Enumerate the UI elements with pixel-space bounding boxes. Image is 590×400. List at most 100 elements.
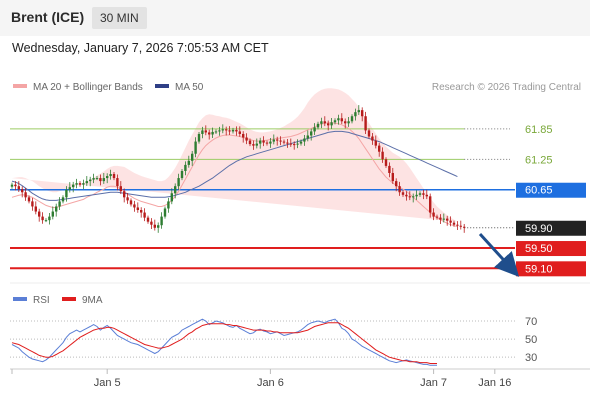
candle-body <box>303 138 306 142</box>
candle-body <box>78 183 82 185</box>
timestamp: Wednesday, January 7, 2026 7:05:53 AM CE… <box>12 41 269 55</box>
candle-body <box>228 130 231 132</box>
candle-body <box>429 196 432 213</box>
rsi-legend-swatch <box>13 297 27 301</box>
level-labels: 61.85 61.25 60.65 59.50 59.10 59.90 <box>516 124 586 277</box>
candle-body <box>408 196 411 198</box>
candle-body <box>126 197 129 201</box>
candle-body <box>194 141 197 154</box>
candle-body <box>269 141 272 144</box>
support-label: 59.50 <box>525 243 553 255</box>
candle-body <box>82 183 85 185</box>
candle-body <box>61 197 65 202</box>
candle-body <box>218 130 221 132</box>
candle-body <box>153 224 156 228</box>
candle-body <box>347 121 350 124</box>
candle-body <box>405 194 408 197</box>
candle-body <box>102 178 105 182</box>
candle-body <box>170 193 173 202</box>
candle-body <box>68 187 71 190</box>
candle-body <box>10 184 14 187</box>
candle-body <box>381 151 384 160</box>
x-tick-label: Jan 6 <box>257 377 284 389</box>
candle-body <box>337 118 340 121</box>
rsi-tick-label: 30 <box>525 352 537 364</box>
candle-body <box>58 201 61 207</box>
candle-body <box>75 183 78 185</box>
candle-body <box>330 122 333 126</box>
candle-body <box>272 139 275 142</box>
candle-body <box>123 191 126 198</box>
ma50-line <box>11 130 458 201</box>
candle-body <box>180 170 184 179</box>
candle-body <box>333 120 337 123</box>
resistance-label: 61.25 <box>525 154 553 166</box>
candle-body <box>191 153 194 161</box>
x-tick-label: Jan 16 <box>478 377 511 389</box>
candle-body <box>435 216 439 218</box>
candle-body <box>327 123 330 126</box>
candle-body <box>129 200 133 205</box>
rsi-ma-line <box>11 322 437 364</box>
candle-body <box>221 129 224 131</box>
candle-body <box>320 121 323 124</box>
candle-body <box>160 216 163 226</box>
candles <box>10 105 466 233</box>
candle-body <box>238 131 241 134</box>
candle-body <box>116 178 119 187</box>
support-label-bg <box>516 261 586 277</box>
ma9-legend-label: 9MA <box>82 295 103 306</box>
credit-text: Research © 2026 Trading Central <box>432 82 581 93</box>
candle-body <box>214 131 218 133</box>
candle-body <box>432 212 435 217</box>
candle-body <box>208 132 211 135</box>
current-price-label: 59.90 <box>525 223 553 235</box>
ma9-legend-swatch <box>62 297 76 301</box>
candle-body <box>31 201 34 207</box>
candle-body <box>395 181 398 187</box>
candle-body <box>442 218 445 220</box>
candle-body <box>21 189 24 193</box>
support-label-bg <box>516 241 586 257</box>
candle-body <box>184 164 187 171</box>
candle-body <box>388 165 391 174</box>
candle-body <box>201 130 204 134</box>
rsi-line <box>11 318 437 366</box>
candle-body <box>412 196 415 198</box>
bollinger-fill <box>12 88 458 222</box>
pivot-label-bg <box>516 182 586 198</box>
candle-body <box>323 121 326 124</box>
x-tick-label: Jan 7 <box>420 377 447 389</box>
level-lines <box>10 128 515 270</box>
candle-body <box>391 173 394 182</box>
interval-badge[interactable]: 30 MIN <box>92 7 147 29</box>
candle-body <box>340 118 343 122</box>
candle-body <box>299 141 303 144</box>
candle-body <box>235 129 238 132</box>
candle-body <box>357 110 360 113</box>
candle-body <box>425 194 428 197</box>
candle-body <box>41 216 44 221</box>
pivot-label: 60.65 <box>525 185 553 197</box>
candle-body <box>378 145 381 152</box>
rsi-tick-label: 70 <box>525 316 537 328</box>
candle-body <box>248 140 252 145</box>
candle-body <box>296 143 299 145</box>
candle-body <box>133 204 136 208</box>
candle-body <box>259 140 262 144</box>
resistance-label: 61.85 <box>525 124 553 136</box>
candle-body <box>106 176 109 179</box>
candle-body <box>72 184 75 188</box>
candle-body <box>418 193 422 195</box>
candle-body <box>276 139 279 141</box>
candle-body <box>17 186 20 190</box>
candle-body <box>48 216 51 221</box>
candle-body <box>143 212 146 218</box>
candle-body <box>252 144 255 146</box>
ma50-legend-swatch <box>155 84 169 88</box>
support-label: 59.10 <box>525 263 553 275</box>
candle-body <box>38 211 41 217</box>
candle-body <box>313 127 316 132</box>
candle-body <box>367 130 371 137</box>
candle-body <box>231 129 235 132</box>
